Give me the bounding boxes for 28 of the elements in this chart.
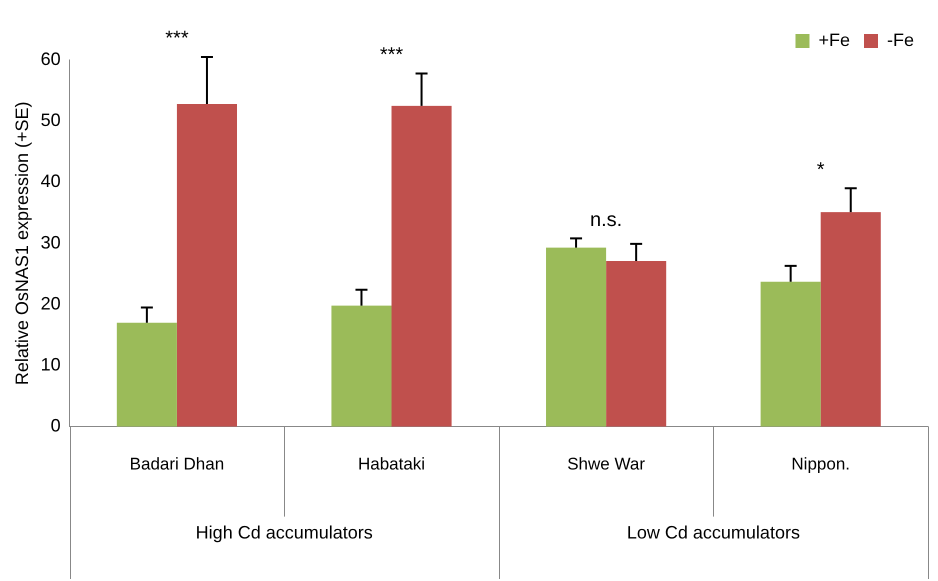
text: *** <box>165 27 189 50</box>
bar <box>760 282 821 427</box>
annotation: n.s. <box>590 208 622 231</box>
x-tick-label: Shwe War <box>567 454 646 474</box>
y-tick-label: 20 <box>40 293 61 314</box>
y-tick-label: 30 <box>40 232 61 252</box>
y-tick-label: 60 <box>40 48 61 69</box>
legend-label: +Fe <box>818 30 850 50</box>
bar <box>176 104 238 427</box>
bar <box>820 212 881 427</box>
y-tick-label: 40 <box>40 171 61 192</box>
annotation: * <box>816 158 825 181</box>
y-tick-label: 0 <box>50 416 61 436</box>
bar <box>331 306 392 427</box>
y-tick-label: 10 <box>40 354 61 374</box>
x-tick-label: Nippon. <box>791 454 850 474</box>
annotation: *** <box>380 44 404 66</box>
bar <box>392 106 452 427</box>
y-axis-title: Relative OsNAS1 expression (+SE) <box>12 101 32 386</box>
x-tick-label: Badari Dhan <box>130 454 224 474</box>
x-tick-label: Habataki <box>358 454 426 474</box>
y-tick-label: 50 <box>40 110 61 130</box>
bar <box>116 322 177 427</box>
text: High Cd accumulators <box>196 522 373 543</box>
bar <box>606 261 666 427</box>
text: Low Cd accumulators <box>626 522 800 543</box>
legend-label: -Fe <box>887 30 914 50</box>
bar <box>546 248 606 427</box>
